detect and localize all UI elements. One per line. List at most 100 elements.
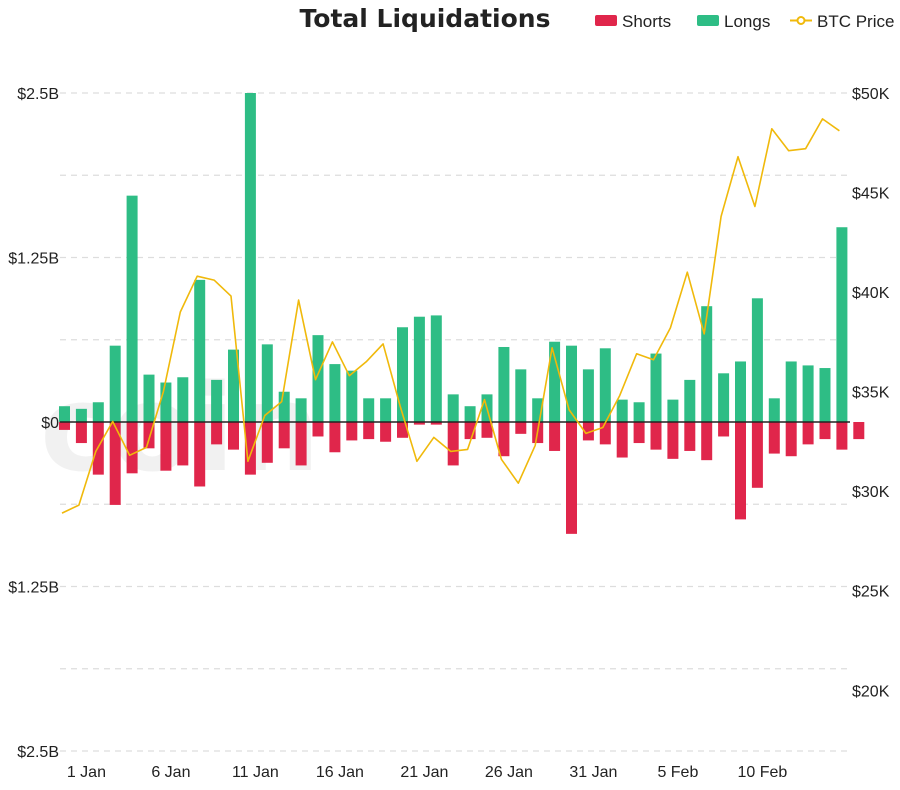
short-bar[interactable] (684, 422, 695, 451)
short-bar[interactable] (313, 422, 324, 436)
long-bar[interactable] (448, 394, 459, 422)
long-bar[interactable] (786, 361, 797, 422)
long-bar[interactable] (634, 402, 645, 422)
legend-label-longs[interactable]: Longs (724, 12, 770, 31)
x-tick-label: 5 Feb (657, 764, 698, 781)
long-bar[interactable] (769, 398, 780, 422)
legend-label-shorts[interactable]: Shorts (622, 12, 671, 31)
short-bar[interactable] (262, 422, 273, 463)
left-tick-label: $0 (41, 415, 59, 432)
short-bar[interactable] (836, 422, 847, 450)
short-bar[interactable] (380, 422, 391, 442)
short-bar[interactable] (786, 422, 797, 456)
short-bar[interactable] (194, 422, 205, 486)
long-bar[interactable] (498, 347, 509, 422)
short-bar[interactable] (127, 422, 138, 473)
long-bar[interactable] (245, 93, 256, 422)
left-tick-label: $1.25B (8, 251, 59, 268)
short-bar[interactable] (853, 422, 864, 439)
right-tick-label: $45K (852, 186, 890, 203)
long-bar[interactable] (127, 196, 138, 422)
long-bar[interactable] (59, 406, 70, 422)
short-bar[interactable] (228, 422, 239, 450)
x-tick-label: 10 Feb (737, 764, 787, 781)
long-bar[interactable] (211, 380, 222, 422)
long-bar[interactable] (380, 398, 391, 422)
short-bar[interactable] (803, 422, 814, 444)
long-bar[interactable] (701, 306, 712, 422)
right-tick-label: $35K (852, 385, 890, 402)
long-bar[interactable] (718, 373, 729, 422)
x-tick-label: 11 Jan (232, 764, 279, 781)
long-bar[interactable] (583, 369, 594, 422)
short-bar[interactable] (296, 422, 307, 465)
long-bar[interactable] (329, 364, 340, 422)
right-tick-label: $20K (852, 683, 890, 700)
chart-title: Total Liquidations (300, 4, 551, 33)
long-bar[interactable] (617, 400, 628, 422)
long-bar[interactable] (667, 400, 678, 422)
long-bar[interactable] (414, 317, 425, 422)
short-bar[interactable] (177, 422, 188, 465)
long-bar[interactable] (803, 365, 814, 422)
long-bar[interactable] (110, 346, 121, 422)
long-bar[interactable] (76, 409, 87, 422)
liquidations-chart: coin Total Liquidations ShortsLongsBTC P… (0, 0, 900, 790)
right-tick-label: $50K (852, 86, 890, 103)
legend: Shorts Longs BTC Price (595, 12, 894, 31)
left-y-axis: $2.5B$1.25B$0$1.25B$2.5B (8, 86, 59, 761)
long-bar[interactable] (735, 361, 746, 422)
long-bar[interactable] (177, 377, 188, 422)
long-bar[interactable] (93, 402, 104, 422)
long-bar[interactable] (144, 375, 155, 422)
long-bar[interactable] (752, 298, 763, 422)
short-bar[interactable] (329, 422, 340, 452)
long-bar[interactable] (313, 335, 324, 422)
short-bar[interactable] (701, 422, 712, 460)
long-bar[interactable] (566, 346, 577, 422)
short-bar[interactable] (448, 422, 459, 465)
long-bar[interactable] (651, 354, 662, 422)
short-bar[interactable] (718, 422, 729, 436)
short-bar[interactable] (735, 422, 746, 519)
long-bar[interactable] (346, 371, 357, 422)
short-bar[interactable] (160, 422, 171, 471)
long-bar[interactable] (296, 398, 307, 422)
long-bar[interactable] (431, 315, 442, 422)
long-bar[interactable] (465, 406, 476, 422)
right-y-axis: $50K$45K$40K$35K$30K$25K$20K (852, 86, 890, 700)
short-bar[interactable] (279, 422, 290, 448)
short-bar[interactable] (634, 422, 645, 443)
long-bar[interactable] (194, 280, 205, 422)
short-bar[interactable] (59, 422, 70, 430)
x-tick-label: 16 Jan (316, 764, 364, 781)
short-bar[interactable] (566, 422, 577, 534)
short-bar[interactable] (667, 422, 678, 459)
short-bar[interactable] (600, 422, 611, 444)
long-bar[interactable] (684, 380, 695, 422)
short-bar[interactable] (769, 422, 780, 454)
right-tick-label: $25K (852, 584, 890, 601)
short-bar[interactable] (515, 422, 526, 434)
long-bar[interactable] (160, 383, 171, 422)
short-bar[interactable] (752, 422, 763, 488)
short-bar[interactable] (617, 422, 628, 458)
short-bar[interactable] (211, 422, 222, 444)
long-bar[interactable] (397, 327, 408, 422)
long-bar[interactable] (836, 227, 847, 422)
short-bar[interactable] (363, 422, 374, 439)
short-bar[interactable] (820, 422, 831, 439)
short-bar[interactable] (651, 422, 662, 450)
long-bar[interactable] (363, 398, 374, 422)
long-bar[interactable] (515, 369, 526, 422)
short-bar[interactable] (76, 422, 87, 443)
legend-label-btc-price[interactable]: BTC Price (817, 12, 894, 31)
x-tick-label: 31 Jan (569, 764, 617, 781)
short-bar[interactable] (346, 422, 357, 440)
long-bar[interactable] (820, 368, 831, 422)
short-bar[interactable] (549, 422, 560, 451)
long-bar[interactable] (279, 392, 290, 422)
left-tick-label: $2.5B (17, 744, 59, 761)
short-bar[interactable] (498, 422, 509, 456)
long-bar[interactable] (600, 348, 611, 422)
